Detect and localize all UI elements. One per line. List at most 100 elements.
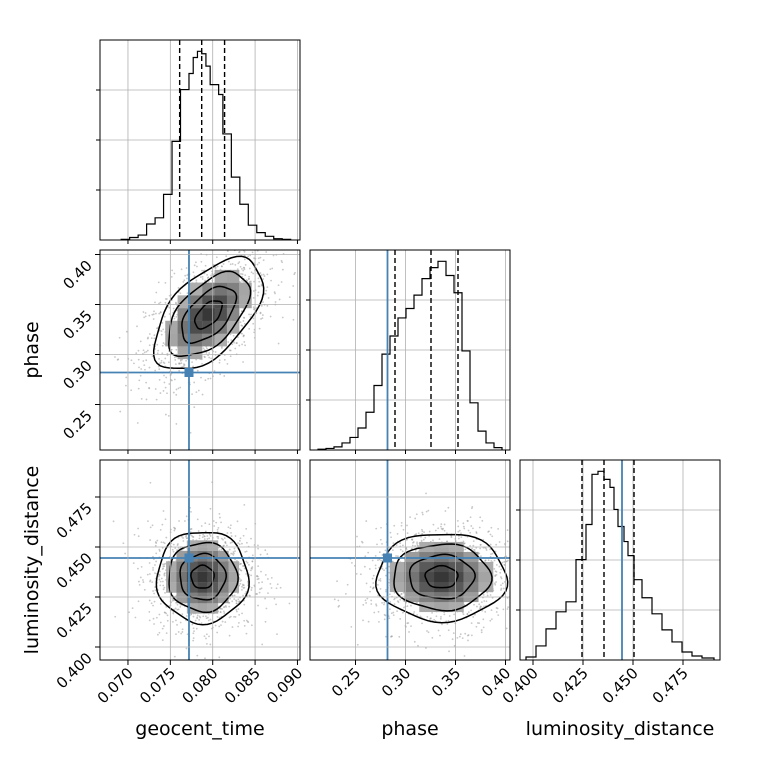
x-tick-label: 0.35 — [428, 664, 464, 700]
sample-point — [204, 522, 207, 525]
sample-point — [208, 352, 211, 354]
sample-point — [146, 349, 149, 352]
sample-point — [158, 312, 161, 315]
sample-point — [385, 588, 387, 591]
sample-point — [253, 248, 255, 250]
sample-point — [525, 588, 527, 590]
sample-point — [513, 557, 515, 559]
sample-point — [264, 549, 267, 552]
sample-point — [525, 593, 527, 595]
y-tick-label: 0.450 — [53, 549, 96, 592]
sample-point — [194, 261, 197, 264]
sample-point — [142, 349, 145, 352]
panel-frame — [99, 249, 301, 451]
sample-point — [480, 555, 482, 557]
sample-point — [142, 311, 145, 313]
sample-point — [238, 543, 241, 546]
sample-point — [383, 603, 385, 606]
sample-point — [148, 386, 150, 389]
histogram-phase — [317, 260, 503, 450]
sample-point — [217, 535, 220, 538]
sample-point — [277, 284, 280, 287]
sample-point — [148, 562, 151, 564]
sample-point — [213, 370, 216, 372]
sample-point — [150, 602, 153, 605]
sample-point — [158, 362, 161, 365]
sample-point — [227, 260, 230, 263]
sample-point — [429, 617, 432, 620]
density-cell — [197, 550, 208, 562]
sample-point — [250, 313, 252, 316]
sample-point — [221, 265, 223, 268]
sample-point — [399, 598, 402, 601]
sample-point — [174, 363, 177, 366]
sample-point — [210, 274, 212, 277]
sample-point — [201, 269, 203, 272]
sample-point — [493, 582, 496, 585]
sample-point — [396, 610, 399, 613]
sample-point — [506, 608, 509, 610]
sample-point — [216, 528, 219, 531]
truth-marker — [184, 368, 194, 377]
sample-point — [400, 521, 403, 524]
sample-point — [242, 269, 245, 272]
sample-point — [385, 635, 387, 638]
sample-point — [220, 548, 223, 551]
sample-point — [272, 254, 275, 257]
sample-point — [180, 362, 183, 365]
sample-point — [415, 513, 418, 516]
sample-point — [148, 611, 151, 613]
sample-point — [495, 611, 498, 613]
sample-point — [448, 615, 451, 617]
sample-point — [274, 301, 277, 303]
sample-point — [202, 533, 205, 536]
sample-point — [170, 542, 173, 545]
sample-point — [191, 623, 194, 626]
sample-point — [159, 392, 162, 394]
sample-point — [385, 574, 387, 577]
sample-point — [365, 520, 368, 522]
sample-point — [486, 591, 489, 594]
sample-point — [185, 615, 188, 617]
sample-point — [239, 537, 242, 540]
sample-point — [462, 540, 465, 543]
sample-point — [205, 637, 207, 640]
sample-point — [406, 605, 409, 608]
x-axis-label-geocent_time: geocent_time — [135, 718, 264, 740]
sample-point — [238, 613, 241, 616]
sample-point — [253, 331, 256, 334]
sample-point — [202, 347, 205, 350]
sample-point — [409, 516, 411, 519]
sample-point — [276, 633, 278, 636]
sample-point — [244, 263, 247, 266]
sample-point — [489, 619, 492, 622]
sample-point — [171, 269, 174, 272]
sample-point — [389, 601, 392, 603]
sample-point — [122, 542, 125, 545]
sample-point — [251, 554, 254, 557]
sample-point — [241, 343, 243, 346]
sample-point — [245, 560, 248, 563]
sample-point — [536, 582, 538, 584]
sample-point — [459, 633, 462, 636]
sample-point — [162, 390, 165, 392]
sample-point — [229, 333, 232, 336]
sample-point — [467, 639, 469, 642]
sample-point — [252, 317, 255, 320]
sample-point — [231, 263, 234, 265]
sample-point — [471, 506, 474, 508]
truth-marker — [184, 553, 194, 563]
sample-point — [137, 527, 140, 530]
sample-point — [396, 532, 399, 535]
sample-point — [144, 315, 147, 318]
sample-point — [242, 361, 244, 363]
sample-point — [189, 431, 192, 434]
sample-point — [262, 259, 265, 262]
sample-point — [237, 598, 240, 601]
sample-point — [217, 527, 220, 529]
sample-point — [199, 276, 202, 278]
sample-point — [185, 647, 188, 650]
sample-point — [174, 607, 177, 610]
sample-point — [475, 531, 478, 533]
sample-point — [163, 381, 166, 384]
